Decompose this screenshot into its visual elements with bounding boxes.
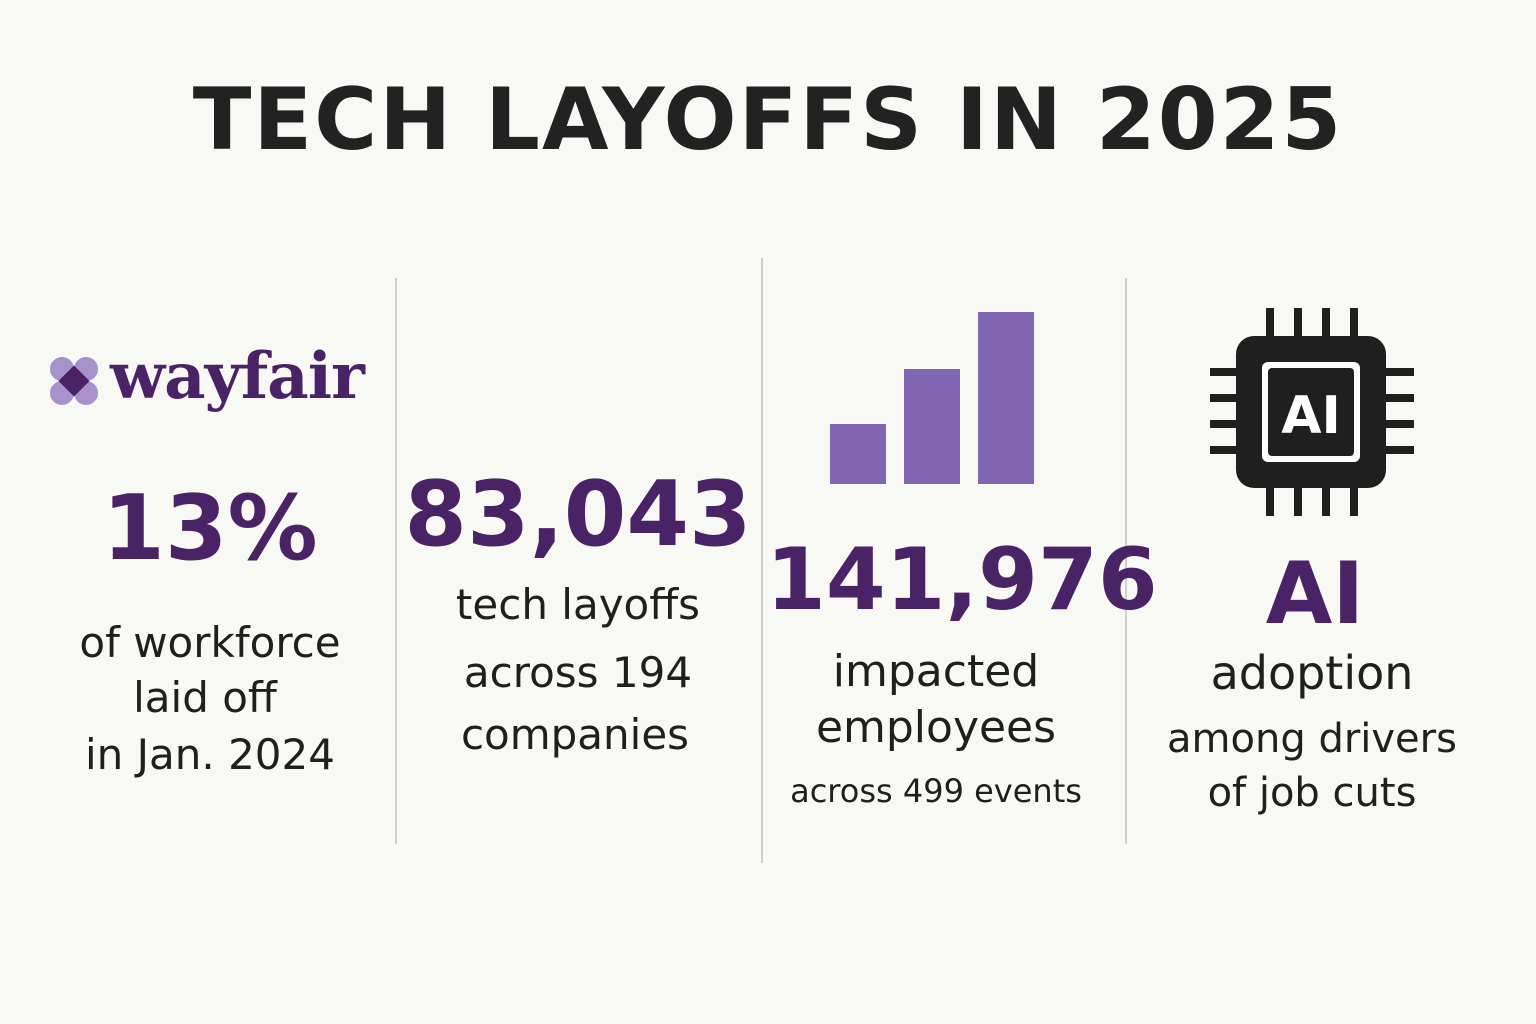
- chip-label: AI: [1281, 386, 1341, 446]
- workforce-label-line-2: laid off: [133, 673, 277, 722]
- impacted-employees-line-1: impacted: [832, 646, 1040, 697]
- impacted-employees-line-2: employees: [815, 702, 1057, 753]
- bar-1: [830, 424, 886, 484]
- divider: [1125, 278, 1127, 844]
- tech-layoffs-stat: 83,043: [404, 462, 752, 567]
- impacted-employees-subline: across 499 events: [790, 772, 1082, 810]
- bar-chart-icon: [830, 312, 1034, 484]
- workforce-percent-stat: 13%: [102, 476, 318, 581]
- impacted-employees-stat: 141,976: [766, 530, 1158, 630]
- ai-label-line-3: of job cuts: [1207, 770, 1417, 816]
- ai-label-line-1: adoption: [1210, 646, 1414, 700]
- workforce-label-line-1: of workforce: [79, 618, 341, 667]
- wayfair-pinwheel-icon: [50, 357, 98, 405]
- tech-layoffs-line-2: across 194: [463, 648, 693, 697]
- chip-graphic: [1210, 308, 1414, 516]
- page-title: TECH LAYOFFS IN 2025: [192, 70, 1344, 170]
- ai-stat: AI: [1265, 544, 1365, 644]
- tech-layoffs-line-1: tech layoffs: [455, 580, 701, 629]
- ai-chip-icon: AI: [1210, 308, 1414, 516]
- wayfair-wordmark: wayfair: [110, 339, 365, 414]
- divider: [395, 278, 397, 844]
- divider: [761, 258, 763, 863]
- wayfair-logo: wayfair: [48, 339, 378, 425]
- bar-2: [904, 369, 960, 484]
- workforce-label-line-3: in Jan. 2024: [85, 730, 335, 779]
- bar-3: [978, 312, 1034, 484]
- ai-label-line-2: among drivers: [1167, 716, 1457, 762]
- tech-layoffs-line-3: companies: [460, 710, 690, 759]
